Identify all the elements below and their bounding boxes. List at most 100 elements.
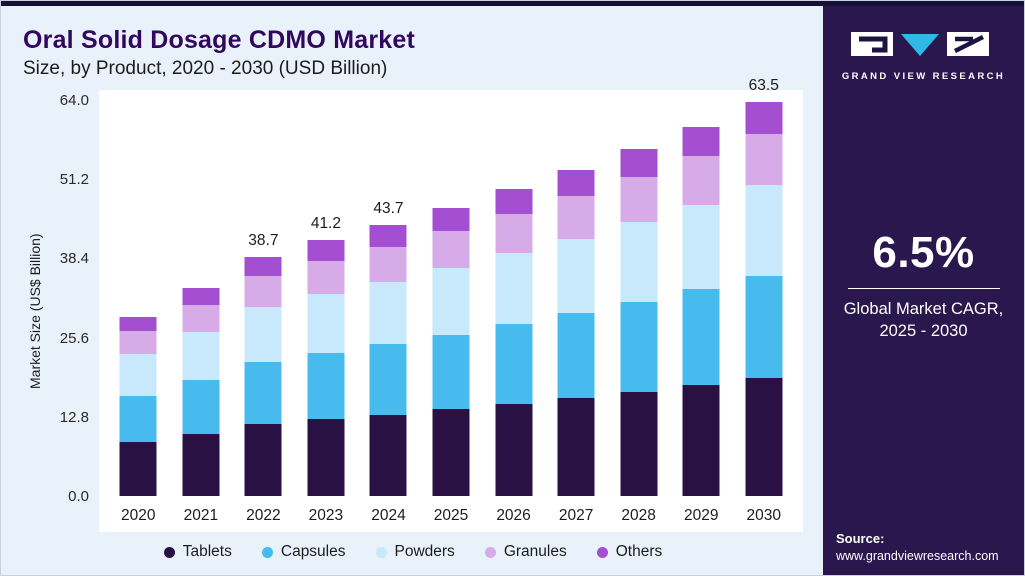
cagr-caption: Global Market CAGR, 2025 - 2030	[823, 298, 1024, 343]
bar-segment-powders	[745, 185, 783, 276]
x-tick-label: 2026	[496, 507, 531, 524]
bar-segment-capsules	[745, 275, 783, 378]
bar-stack	[307, 240, 345, 496]
sidebar-panel: GRAND VIEW RESEARCH 6.5% Global Market C…	[823, 6, 1024, 575]
x-tick-label: 2020	[121, 507, 156, 524]
legend-label: Others	[615, 543, 663, 560]
bar-segment-tablets	[495, 403, 533, 496]
x-tick-label: 2028	[621, 507, 656, 524]
x-tick-label: 2021	[183, 507, 219, 524]
bar-segment-others	[244, 256, 282, 276]
legend-dot-icon	[261, 546, 273, 558]
y-axis-title: Market Size (US$ Billion)	[27, 233, 43, 389]
bar-segment-tablets	[620, 392, 658, 496]
bar-segment-tablets	[557, 398, 595, 496]
bar-stack	[682, 126, 720, 496]
y-axis-ticks: 0.0 12.8 25.6 38.4 51.2 64.0	[45, 90, 93, 532]
y-tick-label: 64.0	[59, 92, 89, 109]
legend-item-powders: Powders	[375, 543, 455, 561]
plot-box: 38.7 41.2 43.7 63.5 2020 2021 2022 2023 2024 202…	[99, 77, 803, 532]
bar-segment-others	[745, 102, 783, 135]
legend-label: Granules	[503, 543, 567, 560]
x-tick-label: 2023	[308, 507, 344, 524]
legend-dot-icon	[484, 546, 496, 558]
bar-segment-others	[369, 225, 407, 247]
bar-group-2027	[545, 100, 608, 496]
x-tick-label: 2029	[683, 507, 719, 524]
chart-area: Oral Solid Dosage CDMO Market Size, by P…	[1, 6, 825, 575]
bar-value-label: 41.2	[310, 215, 341, 233]
legend: Tablets Capsules Powders Granules Others	[1, 543, 825, 561]
bar-segment-granules	[307, 260, 345, 295]
page-title: Oral Solid Dosage CDMO Market	[23, 26, 415, 54]
bar-segment-capsules	[620, 301, 658, 393]
bar-group-2024: 43.7	[357, 100, 420, 496]
bar-segment-powders	[307, 294, 345, 354]
source-url: www.grandviewresearch.com	[836, 549, 999, 563]
bar-segment-powders	[432, 268, 470, 335]
bar-stack	[432, 208, 470, 496]
bar-value-label: 63.5	[748, 77, 779, 95]
x-tick-label: 2030	[746, 507, 781, 524]
bar-segment-granules	[244, 275, 282, 307]
legend-dot-icon	[163, 546, 175, 558]
bar-segment-others	[432, 208, 470, 232]
bars-row: 38.7 41.2 43.7 63.5	[107, 77, 795, 496]
legend-item-granules: Granules	[484, 543, 567, 561]
bar-group-2030: 63.5	[732, 77, 795, 496]
y-tick-label: 38.4	[59, 250, 89, 268]
bar-stack	[119, 316, 157, 496]
bar-segment-tablets	[682, 385, 720, 496]
y-tick-label: 0.0	[68, 488, 89, 505]
cagr-divider	[847, 288, 1000, 289]
page-subtitle: Size, by Product, 2020 - 2030 (USD Billi…	[23, 58, 388, 79]
bar-segment-others	[557, 169, 595, 196]
cagr-value: 6.5%	[872, 228, 975, 277]
bar-segment-tablets	[119, 442, 157, 496]
bar-group-2026	[482, 100, 545, 496]
bar-segment-tablets	[745, 377, 783, 496]
bar-group-2021	[170, 100, 233, 496]
xaxis-labels: 2020 2021 2022 2023 2024 2025 2026 2027 2028 2029…	[107, 507, 795, 525]
bar-segment-granules	[682, 156, 720, 205]
bar-segment-powders	[369, 281, 407, 345]
brand-logo: GRAND VIEW RESEARCH	[823, 30, 1024, 82]
bar-segment-capsules	[244, 361, 282, 425]
bar-segment-granules	[182, 304, 220, 333]
bar-segment-granules	[432, 231, 470, 269]
bar-group-2020	[107, 100, 170, 496]
bar-segment-others	[682, 126, 720, 157]
bar-segment-others	[182, 288, 220, 305]
bar-stack	[745, 102, 783, 496]
bar-segment-others	[495, 189, 533, 214]
x-tick-label: 2024	[371, 507, 406, 524]
bar-segment-others	[620, 148, 658, 177]
legend-label: Powders	[394, 543, 455, 560]
bar-group-2023: 41.2	[295, 100, 358, 496]
bar-segment-powders	[557, 238, 595, 314]
bar-segment-powders	[682, 204, 720, 290]
source-block: Source: www.grandviewresearch.com	[836, 531, 999, 563]
bar-segment-capsules	[182, 379, 220, 434]
legend-dot-icon	[375, 546, 387, 558]
bar-group-2022: 38.7	[232, 100, 295, 496]
bar-segment-powders	[620, 221, 658, 302]
legend-label: Capsules	[280, 543, 346, 560]
bar-segment-powders	[119, 354, 157, 396]
bar-segment-powders	[182, 332, 220, 380]
grand-view-research-logo-icon	[850, 32, 989, 56]
bar-segment-others	[307, 240, 345, 261]
bar-segment-capsules	[495, 324, 533, 404]
bar-segment-capsules	[119, 395, 157, 443]
bar-group-2028	[607, 100, 670, 496]
bar-segment-tablets	[369, 414, 407, 496]
bar-segment-capsules	[682, 289, 720, 386]
bar-segment-powders	[495, 253, 533, 324]
bar-segment-others	[119, 316, 157, 331]
cagr-block: 6.5% Global Market CAGR, 2025 - 2030	[823, 228, 1024, 343]
x-tick-label: 2022	[246, 507, 281, 524]
x-tick-label: 2027	[558, 507, 594, 524]
cagr-caption-line2: 2025 - 2030	[879, 322, 968, 341]
bar-segment-capsules	[369, 344, 407, 415]
y-tick-label: 51.2	[59, 171, 89, 189]
